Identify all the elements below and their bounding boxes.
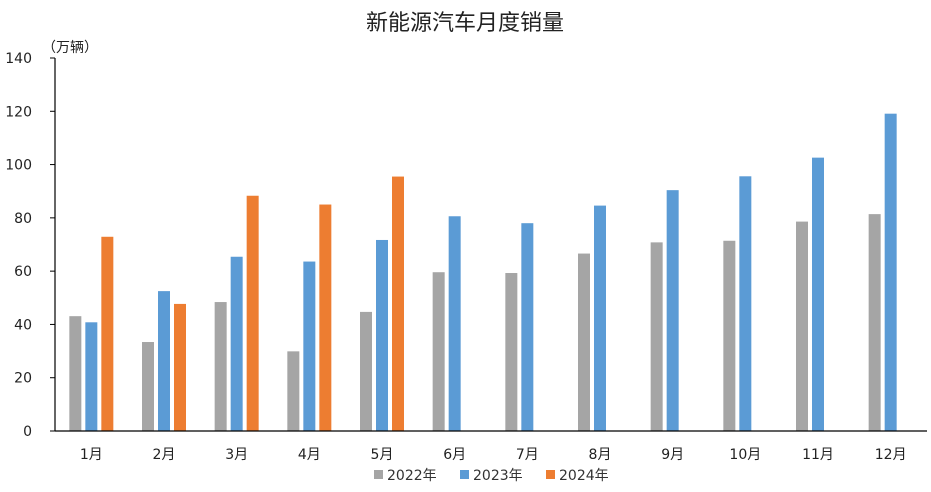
y-tick-label: 140 bbox=[5, 51, 32, 67]
x-axis-ticks: 1月 2月 3月 4月 5月 6月 7月 8月 9月 10月 11月 12月 bbox=[80, 447, 907, 463]
legend: 2022年 2023年 2024年 bbox=[374, 468, 609, 484]
bar-2022年-7月 bbox=[505, 273, 518, 431]
x-tick-label: 10月 bbox=[729, 447, 761, 463]
x-tick-label: 7月 bbox=[516, 447, 539, 463]
bar-2022年-9月 bbox=[650, 242, 663, 431]
y-axis-ticks: 0 20 40 60 80 100 120 140 bbox=[5, 51, 55, 440]
y-tick-label: 100 bbox=[5, 158, 32, 174]
bar-2024年-5月 bbox=[392, 176, 404, 431]
x-tick-label: 6月 bbox=[443, 447, 466, 463]
x-tick-label: 9月 bbox=[661, 447, 684, 463]
bar-2023年-3月 bbox=[230, 256, 243, 431]
bar-2022年-2月 bbox=[142, 342, 154, 431]
bar-2022年-6月 bbox=[432, 272, 445, 431]
y-tick-label: 0 bbox=[23, 424, 32, 440]
bars-group bbox=[69, 113, 897, 432]
bar-2024年-3月 bbox=[246, 195, 259, 431]
bar-2022年-12月 bbox=[868, 214, 881, 431]
bar-2023年-4月 bbox=[303, 261, 316, 431]
y-unit-label: （万辆） bbox=[42, 40, 98, 56]
x-tick-label: 1月 bbox=[80, 447, 103, 463]
legend-swatch bbox=[460, 470, 469, 479]
y-tick-label: 80 bbox=[14, 211, 32, 227]
bar-2023年-9月 bbox=[666, 190, 679, 431]
bar-2023年-6月 bbox=[448, 216, 461, 431]
y-tick-label: 40 bbox=[14, 317, 32, 333]
chart-title: 新能源汽车月度销量 bbox=[366, 11, 564, 36]
bar-2024年-1月 bbox=[101, 236, 114, 431]
bar-2022年-11月 bbox=[796, 221, 808, 431]
bar-2023年-5月 bbox=[376, 239, 388, 431]
bar-2022年-10月 bbox=[723, 240, 736, 431]
y-tick-label: 60 bbox=[14, 264, 32, 280]
x-tick-label: 2月 bbox=[153, 447, 176, 463]
bar-2024年-4月 bbox=[319, 204, 332, 431]
bar-2022年-1月 bbox=[69, 316, 82, 431]
x-tick-label: 3月 bbox=[225, 447, 248, 463]
bar-2023年-7月 bbox=[521, 223, 534, 431]
legend-label: 2022年 bbox=[387, 468, 437, 484]
bar-2023年-2月 bbox=[158, 291, 170, 431]
bar-2022年-5月 bbox=[360, 311, 372, 431]
bar-2024年-2月 bbox=[174, 303, 186, 431]
legend-label: 2024年 bbox=[559, 468, 609, 484]
bar-2023年-10月 bbox=[739, 176, 752, 431]
bar-2022年-4月 bbox=[287, 351, 300, 431]
x-tick-label: 5月 bbox=[371, 447, 394, 463]
bar-2023年-8月 bbox=[594, 205, 606, 431]
bar-2022年-8月 bbox=[578, 253, 590, 431]
x-tick-label: 4月 bbox=[298, 447, 321, 463]
bar-2023年-11月 bbox=[812, 157, 824, 431]
x-tick-label: 12月 bbox=[875, 447, 907, 463]
y-tick-label: 20 bbox=[14, 371, 32, 387]
bar-2023年-1月 bbox=[85, 322, 98, 431]
x-tick-label: 8月 bbox=[589, 447, 612, 463]
legend-swatch bbox=[546, 470, 555, 479]
x-tick-label: 11月 bbox=[802, 447, 834, 463]
y-tick-label: 120 bbox=[5, 104, 32, 120]
bar-2022年-3月 bbox=[214, 302, 227, 431]
legend-label: 2023年 bbox=[473, 468, 523, 484]
bar-2023年-12月 bbox=[884, 113, 897, 432]
legend-swatch bbox=[374, 470, 383, 479]
